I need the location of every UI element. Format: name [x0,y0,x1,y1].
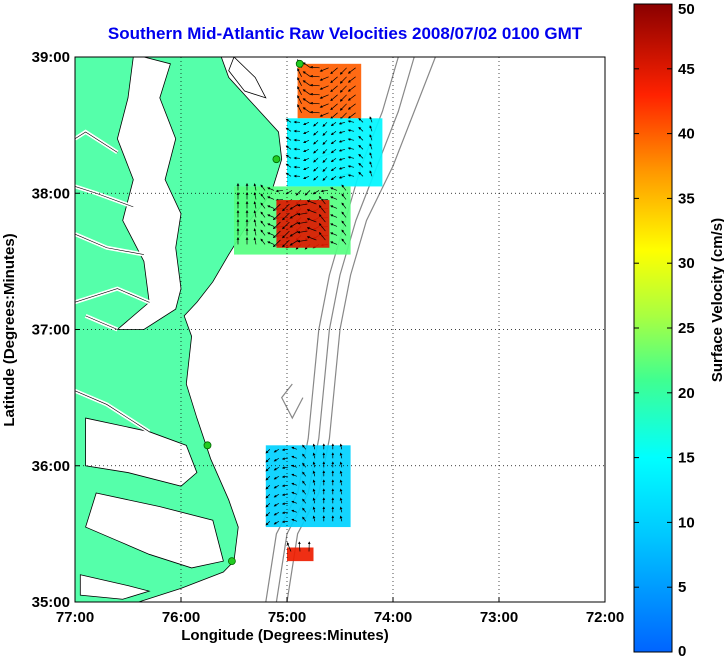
velocity-field [234,59,383,562]
colorbar-tick-label: 5 [678,579,686,596]
velocity-region [287,547,314,562]
y-axis-label: Latitude (Degrees:Minutes) [1,233,18,426]
y-tick-label: 39:00 [32,49,70,66]
y-tick-label: 35:00 [32,594,70,611]
colorbar-tick-label: 40 [678,126,695,143]
velocity-region [265,445,351,528]
colorbar-ticks: 0 5 10 15 20 25 30 35 40 45 50 [634,1,695,659]
x-tick-label: 73:00 [480,609,518,626]
colorbar-tick-label: 0 [678,643,686,659]
colorbar-tick-label: 15 [678,450,695,467]
colorbar-tick-label: 25 [678,320,695,337]
station-marker [295,59,304,68]
colorbar-tick-label: 50 [678,1,695,18]
colorbar-tick-label: 35 [678,190,695,207]
x-axis-ticks: 77:00 76:00 75:00 74:00 73:00 72:00 [56,597,624,626]
colorbar-tick-label: 20 [678,385,695,402]
radar-stations [203,59,304,566]
land-mass [75,57,283,602]
colorbar-tick-label: 10 [678,514,695,531]
chart-title: Southern Mid-Atlantic Raw Velocities 200… [107,24,583,43]
station-marker [272,155,281,164]
x-tick-label: 76:00 [162,609,200,626]
y-tick-label: 37:00 [32,322,70,339]
colorbar-tick-label: 30 [678,255,695,272]
x-tick-label: 77:00 [56,609,94,626]
velocity-region [287,118,383,187]
colorbar [633,3,673,653]
colorbar-label: Surface Velocity (cm/s) [709,218,724,382]
y-tick-label: 38:00 [32,185,70,202]
colorbar-tick-label: 45 [678,61,695,78]
station-marker [227,557,236,566]
station-marker [203,441,212,450]
x-tick-label: 72:00 [586,609,624,626]
x-tick-label: 74:00 [374,609,412,626]
y-tick-label: 36:00 [32,458,70,475]
x-tick-label: 75:00 [268,609,306,626]
grid-lines [75,57,605,602]
y-axis-ticks: 35:00 36:00 37:00 38:00 39:00 [32,49,80,611]
x-axis-label: Longitude (Degrees:Minutes) [181,627,389,644]
